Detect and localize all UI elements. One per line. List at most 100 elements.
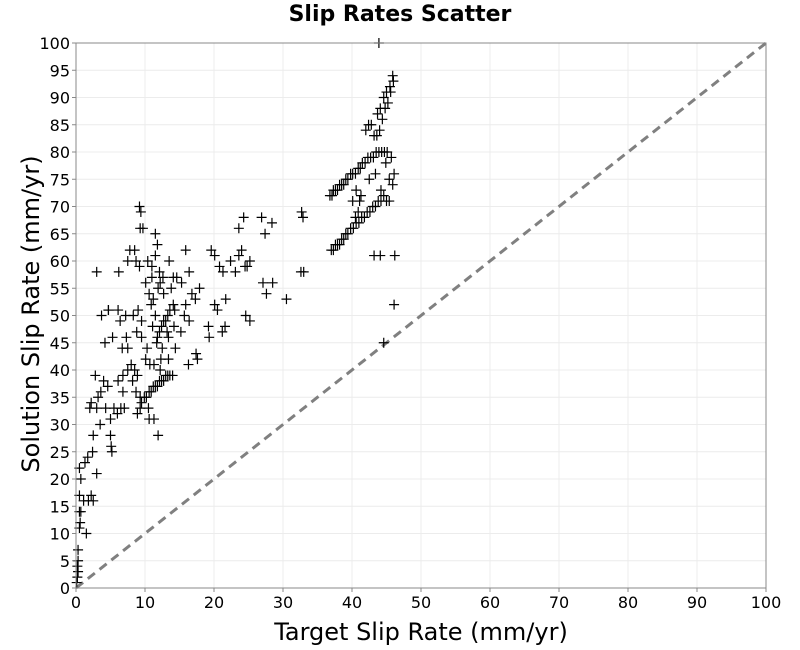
data-point xyxy=(377,114,388,125)
data-point xyxy=(375,250,386,261)
data-point xyxy=(88,430,99,441)
data-point xyxy=(81,528,92,539)
reference-line xyxy=(75,41,767,590)
data-point xyxy=(378,337,389,348)
data-point xyxy=(131,256,142,266)
data-point xyxy=(212,305,223,316)
data-point xyxy=(150,228,161,239)
data-point xyxy=(342,228,353,239)
data-point xyxy=(244,315,255,326)
data-point xyxy=(160,315,171,326)
data-point xyxy=(157,343,168,354)
data-point xyxy=(156,321,167,332)
data-point xyxy=(180,245,191,256)
data-point xyxy=(266,217,277,228)
data-point xyxy=(146,386,157,397)
data-point xyxy=(117,386,128,397)
data-point xyxy=(267,277,278,288)
y-tick-label: 35 xyxy=(50,388,70,407)
data-point xyxy=(354,196,365,207)
data-point xyxy=(71,577,82,588)
data-point xyxy=(135,392,146,403)
data-point xyxy=(180,299,191,310)
data-point xyxy=(194,283,205,294)
data-point xyxy=(281,294,292,305)
data-point xyxy=(217,326,228,337)
data-point xyxy=(355,163,366,174)
y-tick-label: 0 xyxy=(60,579,70,598)
x-tick-label: 80 xyxy=(618,593,638,612)
data-point xyxy=(154,266,165,277)
y-tick-label: 40 xyxy=(50,361,70,380)
data-point xyxy=(220,294,231,305)
data-point xyxy=(298,266,309,277)
data-point xyxy=(134,201,145,212)
data-point xyxy=(96,310,107,321)
data-point xyxy=(257,277,268,288)
data-point xyxy=(113,375,124,386)
data-point xyxy=(332,185,343,196)
data-point xyxy=(209,250,220,261)
data-point xyxy=(129,245,140,256)
data-point xyxy=(375,185,386,196)
data-point xyxy=(93,392,104,403)
data-point xyxy=(150,250,161,261)
data-point xyxy=(128,310,139,321)
data-point xyxy=(148,414,159,425)
data-point xyxy=(384,81,395,92)
data-point xyxy=(73,544,84,555)
y-tick-label: 60 xyxy=(50,252,70,271)
data-point xyxy=(261,288,272,299)
data-point xyxy=(90,370,101,381)
data-point xyxy=(348,223,359,234)
data-point xyxy=(152,381,163,392)
data-point xyxy=(135,206,146,217)
x-tick-label: 10 xyxy=(135,593,155,612)
x-tick-label: 100 xyxy=(751,593,782,612)
data-point xyxy=(260,228,271,239)
data-point xyxy=(86,397,97,408)
y-tick-label: 30 xyxy=(50,416,70,435)
data-point xyxy=(233,250,244,261)
data-point xyxy=(82,452,93,463)
data-point xyxy=(106,441,117,452)
data-point xyxy=(368,152,379,163)
data-point xyxy=(131,386,142,397)
data-point xyxy=(150,310,161,321)
data-point xyxy=(338,179,349,190)
data-point xyxy=(99,337,110,348)
data-point xyxy=(146,261,157,272)
y-tick-label: 80 xyxy=(50,143,70,162)
data-point xyxy=(72,572,83,583)
data-point xyxy=(162,310,173,321)
data-point xyxy=(353,217,364,228)
y-tick-label: 75 xyxy=(50,170,70,189)
y-tick-label: 25 xyxy=(50,443,70,462)
data-point xyxy=(143,403,154,414)
data-point xyxy=(152,239,163,250)
y-tick-label: 5 xyxy=(60,552,70,571)
data-point xyxy=(155,277,166,288)
data-point xyxy=(242,261,253,272)
data-point xyxy=(191,348,202,359)
data-point xyxy=(389,168,400,179)
data-point xyxy=(328,245,339,256)
data-point xyxy=(386,152,397,163)
data-point xyxy=(236,245,247,256)
y-tick-label: 15 xyxy=(50,497,70,516)
chart-title: Slip Rates Scatter xyxy=(288,2,512,27)
data-point xyxy=(203,321,214,332)
data-point xyxy=(106,446,117,457)
data-point xyxy=(133,305,144,316)
data-point xyxy=(353,206,364,217)
data-point xyxy=(366,119,377,130)
y-tick-label: 100 xyxy=(39,34,70,53)
data-point xyxy=(326,190,337,201)
data-point xyxy=(95,419,106,430)
data-point xyxy=(370,168,381,179)
y-tick-label: 90 xyxy=(50,89,70,108)
data-point xyxy=(127,375,138,386)
x-tick-label: 70 xyxy=(549,593,569,612)
data-point xyxy=(146,272,157,283)
data-point xyxy=(79,457,90,468)
